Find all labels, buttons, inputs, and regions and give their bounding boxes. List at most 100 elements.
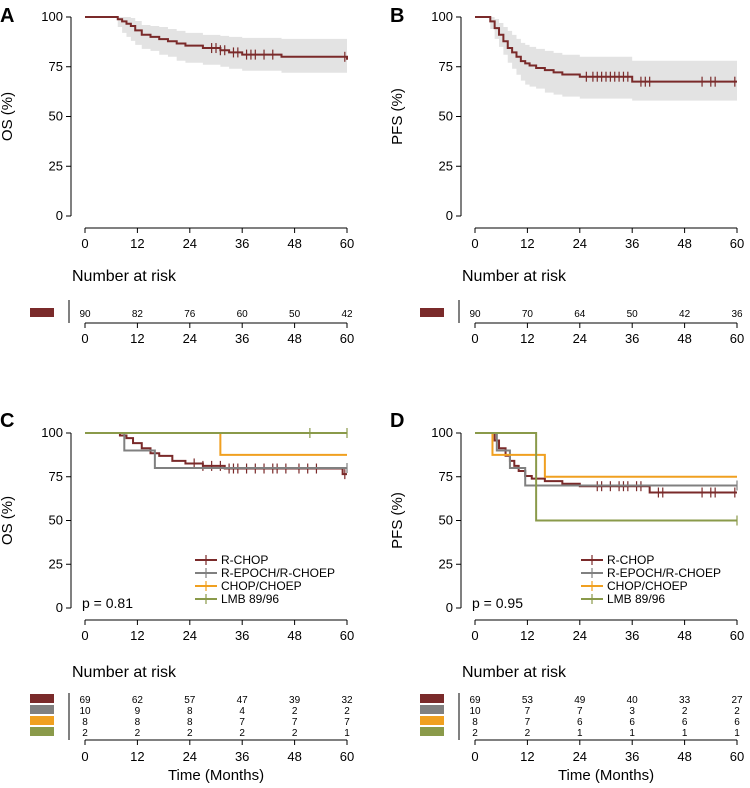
risk-count: 40 [627, 695, 639, 706]
x-tick-label: 36 [625, 628, 639, 643]
y-axis-title: PFS (%) [389, 88, 406, 145]
y-tick-label: 75 [49, 469, 63, 484]
risk-count: 7 [292, 717, 298, 728]
y-tick-label: 0 [56, 600, 63, 615]
x-tick-label: 60 [730, 236, 744, 251]
risk-x-tick-label: 36 [235, 749, 249, 764]
risk-count: 47 [237, 695, 249, 706]
series-lmb [475, 432, 738, 526]
risk-x-tick-label: 0 [471, 749, 478, 764]
survival-curve [475, 432, 737, 478]
risk-x-tick-label: 0 [81, 331, 88, 346]
risk-count: 7 [344, 717, 350, 728]
series-rchop [475, 432, 737, 498]
y-tick-label: 100 [41, 9, 63, 24]
risk-count: 6 [577, 717, 583, 728]
risk-count: 76 [184, 309, 196, 320]
risk-x-tick-label: 48 [287, 331, 301, 346]
risk-row-swatch [420, 727, 444, 736]
x-tick-label: 36 [625, 236, 639, 251]
risk-x-tick-label: 36 [235, 331, 249, 346]
risk-count: 1 [577, 728, 583, 739]
x-tick-label: 48 [287, 236, 301, 251]
risk-count: 7 [525, 717, 531, 728]
panel-label: A [0, 5, 14, 27]
risk-count: 82 [132, 309, 144, 320]
panel-label: B [390, 5, 404, 27]
risk-count: 1 [682, 728, 688, 739]
risk-count: 2 [292, 728, 298, 739]
x-tick-label: 0 [471, 236, 478, 251]
x-tick-label: 12 [520, 236, 534, 251]
y-tick-label: 100 [41, 425, 63, 440]
y-tick-label: 50 [439, 109, 453, 124]
x-tick-label: 0 [471, 628, 478, 643]
risk-count: 9 [135, 706, 141, 717]
y-tick-label: 25 [49, 556, 63, 571]
x-axis-title: Time (Months) [558, 767, 654, 784]
y-tick-label: 50 [439, 513, 453, 528]
risk-row-swatch [30, 694, 54, 703]
risk-count: 8 [472, 717, 478, 728]
y-tick-label: 50 [49, 109, 63, 124]
risk-count: 6 [682, 717, 688, 728]
risk-x-tick-label: 0 [81, 749, 88, 764]
risk-count: 49 [574, 695, 586, 706]
x-tick-label: 36 [235, 628, 249, 643]
x-tick-label: 24 [183, 628, 197, 643]
risk-x-tick-label: 48 [287, 749, 301, 764]
risk-count: 7 [577, 706, 583, 717]
legend-label: CHOP/CHOEP [607, 579, 688, 593]
risk-row-swatch [420, 716, 444, 725]
legend-label: LMB 89/96 [607, 592, 665, 606]
risk-x-tick-label: 36 [625, 749, 639, 764]
risk-table-title: Number at risk [72, 664, 177, 681]
risk-row-swatch [30, 716, 54, 725]
risk-row-swatch [420, 308, 444, 317]
survival-curve [85, 16, 348, 60]
risk-row-swatch [420, 705, 444, 714]
y-tick-label: 100 [431, 9, 453, 24]
risk-count: 2 [239, 728, 245, 739]
x-tick-label: 24 [183, 236, 197, 251]
risk-row-swatch [30, 308, 54, 317]
risk-count: 69 [469, 695, 481, 706]
risk-count: 53 [522, 695, 534, 706]
series-repoch [475, 432, 738, 491]
x-tick-label: 48 [677, 236, 691, 251]
survival-curve [475, 432, 737, 522]
risk-x-tick-label: 24 [183, 749, 197, 764]
risk-count: 2 [472, 728, 478, 739]
x-tick-label: 24 [573, 628, 587, 643]
y-tick-label: 50 [49, 513, 63, 528]
risk-count: 7 [239, 717, 245, 728]
y-tick-label: 75 [439, 59, 453, 74]
risk-count: 57 [184, 695, 196, 706]
y-tick-label: 25 [49, 158, 63, 173]
risk-count: 33 [679, 695, 691, 706]
risk-x-tick-label: 60 [340, 331, 354, 346]
risk-count: 8 [82, 717, 88, 728]
legend-label: R-CHOP [607, 553, 654, 567]
series-rchop [475, 16, 737, 87]
legend-label: CHOP/CHOEP [221, 579, 302, 593]
panel-a: A 0 25 50 75 100 OS (%) 0 12 24 36 48 60 Number at ri… [0, 5, 354, 346]
risk-count: 32 [341, 695, 353, 706]
y-tick-label: 0 [56, 208, 63, 223]
y-axis-title: PFS (%) [389, 492, 406, 549]
x-tick-label: 0 [81, 236, 88, 251]
survival-curve [475, 432, 737, 487]
risk-count: 60 [237, 309, 249, 320]
x-tick-label: 12 [520, 628, 534, 643]
risk-table-title: Number at risk [72, 268, 177, 285]
risk-count: 1 [734, 728, 740, 739]
risk-x-tick-label: 12 [520, 749, 534, 764]
survival-curve [85, 432, 347, 469]
survival-curve [475, 432, 737, 494]
risk-count: 1 [629, 728, 635, 739]
y-axis-title: OS (%) [0, 496, 16, 545]
risk-count: 62 [132, 695, 144, 706]
panel-label: D [390, 410, 404, 432]
